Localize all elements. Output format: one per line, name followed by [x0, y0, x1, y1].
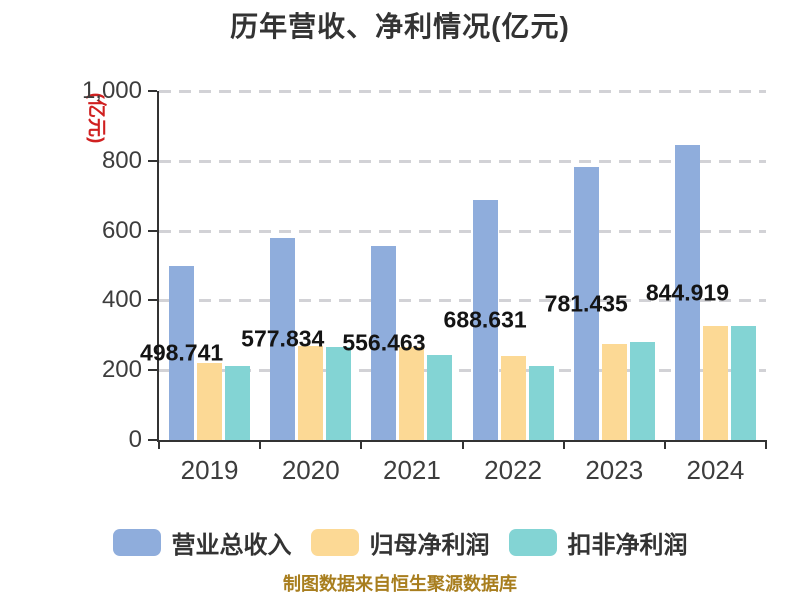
y-tick-label: 600 — [101, 216, 142, 244]
value-label: 577.834 — [241, 325, 325, 352]
y-axis-tick — [148, 369, 157, 372]
legend: 营业总收入 归母净利润 扣非净利润 — [0, 525, 800, 560]
value-label: 688.631 — [443, 306, 527, 333]
x-axis-tick — [360, 440, 363, 449]
bar-revenue — [573, 167, 599, 440]
x-tick-label: 2021 — [382, 455, 441, 485]
x-tick-label: 2023 — [585, 455, 644, 485]
bar-group: 688.631 — [444, 91, 564, 440]
bar-deducted-net-profit — [427, 354, 453, 440]
bar-revenue — [674, 145, 700, 440]
y-axis-tick — [148, 159, 157, 162]
bar-deducted-net-profit — [629, 342, 655, 440]
gridline — [159, 90, 766, 93]
gridline — [159, 369, 766, 373]
bar-deducted-net-profit — [528, 365, 554, 440]
gridline — [159, 299, 766, 303]
legend-label: 扣非净利润 — [567, 532, 688, 559]
bar-net-profit — [399, 347, 425, 440]
legend-label: 营业总收入 — [171, 532, 292, 559]
bar-revenue — [472, 199, 498, 440]
y-axis-tick — [148, 229, 157, 232]
y-tick-label: 200 — [101, 356, 142, 384]
bar-group: 556.463 — [342, 91, 462, 440]
legend-swatch — [508, 529, 557, 556]
value-label: 781.435 — [544, 290, 628, 317]
x-axis-tick — [663, 440, 666, 449]
y-axis-line — [157, 91, 159, 442]
bar-deducted-net-profit — [730, 325, 756, 440]
bar-net-profit — [197, 363, 223, 440]
bar-group: 844.919 — [646, 91, 766, 440]
x-tick-label: 2024 — [686, 455, 745, 485]
gridline — [159, 159, 766, 163]
x-tick-label: 2020 — [281, 455, 340, 485]
chart-title: 历年营收、净利情况(亿元) — [230, 11, 570, 42]
x-axis-tick — [461, 440, 464, 449]
bar-revenue — [270, 238, 296, 440]
y-axis-tick — [148, 90, 157, 92]
bar-revenue — [169, 265, 195, 440]
x-tick-label: 2019 — [180, 455, 239, 485]
legend-swatch — [112, 529, 161, 556]
footer-caption: 制图数据来自恒生聚源数据库 — [283, 574, 517, 594]
x-axis-tick — [158, 440, 160, 449]
y-tick-label: 800 — [101, 146, 142, 174]
y-tick-label: 400 — [101, 286, 142, 314]
x-tick-label: 2022 — [484, 455, 542, 485]
y-axis-tick — [148, 439, 157, 441]
value-label: 844.919 — [645, 279, 729, 306]
y-axis-tick — [148, 299, 157, 302]
legend-item-deducted-net-profit[interactable]: 扣非净利润 — [508, 525, 688, 560]
value-label: 498.741 — [140, 339, 224, 366]
bar-net-profit — [702, 325, 728, 440]
bar-net-profit — [500, 355, 526, 440]
gridline — [159, 229, 766, 233]
y-tick-label: 1,000 — [81, 77, 142, 104]
plot-area: 1,000 800 600 400 200 0 498.741 2019 577.834 2020… — [82, 77, 767, 485]
bar-group: 781.435 — [545, 91, 665, 440]
legend-swatch — [310, 529, 359, 556]
legend-item-revenue[interactable]: 营业总收入 — [112, 525, 292, 560]
value-label: 556.463 — [342, 329, 426, 356]
legend-label: 归母净利润 — [369, 532, 490, 559]
bar-deducted-net-profit — [225, 366, 251, 440]
bar-group: 577.834 — [241, 91, 361, 440]
y-tick-label: 0 — [128, 426, 142, 453]
bar-deducted-net-profit — [326, 347, 352, 440]
x-axis-tick — [765, 440, 767, 449]
bar-revenue — [371, 245, 397, 440]
bar-group: 498.741 — [140, 91, 260, 440]
x-axis-tick — [259, 440, 262, 449]
x-axis-tick — [562, 440, 565, 449]
bar-net-profit — [601, 343, 627, 440]
bar-net-profit — [298, 346, 324, 440]
legend-item-net-profit[interactable]: 归母净利润 — [310, 525, 490, 560]
